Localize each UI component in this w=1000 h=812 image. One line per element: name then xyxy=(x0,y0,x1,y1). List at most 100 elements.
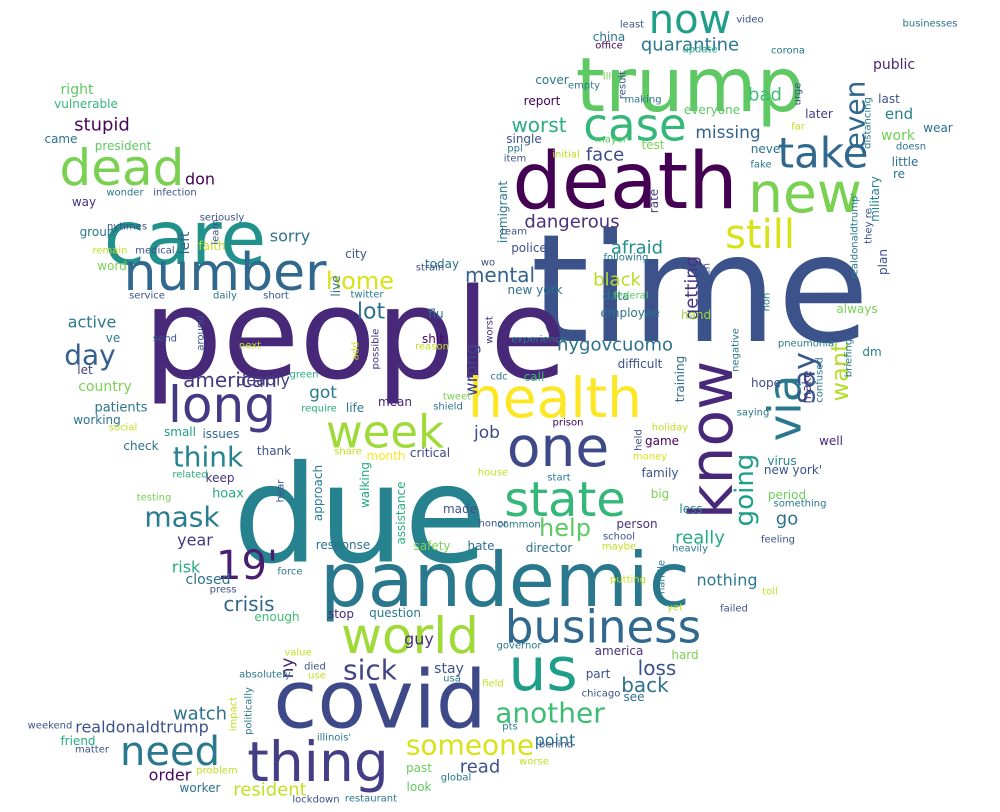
word-field: field xyxy=(482,679,504,690)
word-handle: handle xyxy=(657,560,668,594)
word-director: director xyxy=(526,541,573,555)
word-right: right xyxy=(61,82,94,98)
word-check: check xyxy=(123,439,158,453)
word-military: military xyxy=(868,176,882,222)
word-end: end xyxy=(885,105,913,123)
word-daily: daily xyxy=(213,291,237,302)
word-service: service xyxy=(129,291,165,302)
word-wear: wear xyxy=(923,121,953,135)
word-stay: stay xyxy=(434,661,464,677)
word-business: business xyxy=(505,601,701,654)
word-even: even xyxy=(839,81,872,150)
word-hear: hear xyxy=(276,479,287,503)
word-holiday: holiday xyxy=(652,423,688,434)
word-federal: federal xyxy=(613,291,648,302)
word-deadly: deadly xyxy=(236,371,290,390)
word-crisis: crisis xyxy=(223,592,274,616)
word-read: read xyxy=(460,757,501,778)
word-employee: employee xyxy=(600,306,659,320)
word-group: group xyxy=(80,225,115,239)
word-died: died xyxy=(304,662,326,673)
word-impact: impact xyxy=(229,697,240,731)
word-country: country xyxy=(78,379,132,395)
word-nothing: nothing xyxy=(696,571,757,590)
word-learn: learn xyxy=(211,219,222,244)
word-family: family xyxy=(641,466,678,480)
word-usa: usa xyxy=(443,674,461,685)
word-later: later xyxy=(805,107,833,121)
word-shit: shit xyxy=(422,332,444,346)
word-day: day xyxy=(64,339,116,372)
word-training: training xyxy=(673,356,687,403)
word-face: face xyxy=(586,145,624,166)
word-feeling: feeling xyxy=(761,535,795,546)
word-working: working xyxy=(73,413,121,427)
word-enough: enough xyxy=(254,610,299,624)
word-weekend: weekend xyxy=(28,721,73,732)
word-use: use xyxy=(308,671,326,682)
word-ny: ny xyxy=(278,658,298,679)
word-patients: patients xyxy=(94,401,147,416)
word-today: today xyxy=(425,257,459,271)
word-year: year xyxy=(177,531,213,550)
word-keep: keep xyxy=(206,471,235,485)
word-following: following xyxy=(604,253,649,264)
word-virus: virus xyxy=(767,454,796,468)
word-job: job xyxy=(473,423,500,443)
word-require: require xyxy=(301,404,337,415)
word-people: people xyxy=(143,263,567,408)
word-infection: infection xyxy=(153,188,196,199)
word-global: global xyxy=(441,773,472,784)
word-quarantine: quarantine xyxy=(641,35,739,56)
word-number: number xyxy=(124,243,328,303)
word-wonder: wonder xyxy=(106,188,144,199)
word-vulnerable: vulnerable xyxy=(54,97,118,111)
word-yet: yet xyxy=(667,603,683,614)
word-risk: risk xyxy=(172,558,201,577)
word-dangerous: dangerous xyxy=(524,212,619,233)
word-time: time xyxy=(531,203,870,377)
word-next: next xyxy=(239,341,261,352)
word-cdc: cdc xyxy=(490,372,507,383)
word-mental: mental xyxy=(465,263,535,287)
word-distancing: distancing xyxy=(863,97,874,149)
word-response: response xyxy=(316,538,371,552)
word-assistance: assistance xyxy=(394,481,408,544)
word-part: part xyxy=(586,667,611,681)
word-problem: problem xyxy=(196,766,237,777)
word-mean: mean xyxy=(378,395,412,409)
word-city: city xyxy=(345,247,367,261)
word-made: made xyxy=(443,502,477,516)
word-corona: corona xyxy=(771,46,805,57)
word-urge: urge xyxy=(793,83,804,106)
word-add: add xyxy=(351,342,362,361)
word-small: small xyxy=(164,425,196,439)
word-active: active xyxy=(68,313,117,332)
word-sick: sick xyxy=(343,654,398,687)
word-game: game xyxy=(645,434,679,448)
word-way: way xyxy=(72,195,96,209)
word-chicago: chicago xyxy=(582,689,621,700)
word-really: really xyxy=(675,528,725,549)
word-matter: matter xyxy=(75,745,110,756)
word-strain: strain xyxy=(416,263,445,274)
word-nygovcuomo: nygovcuomo xyxy=(557,335,673,356)
word-police: police xyxy=(511,241,547,255)
word-worst: worst xyxy=(511,113,566,137)
word-far: far xyxy=(791,122,806,133)
word-look: look xyxy=(407,780,432,794)
word-send: send xyxy=(153,334,177,345)
word-life: life xyxy=(346,401,364,415)
word-stop: stop xyxy=(328,607,354,621)
word-new-york: new york' xyxy=(764,463,822,477)
word-behind: behind xyxy=(539,740,573,751)
word-due: due xyxy=(233,437,487,594)
word-fake: fake xyxy=(750,160,771,171)
word-heavily: heavily xyxy=(672,544,708,555)
word-order: order xyxy=(149,766,192,785)
word-thank: thank xyxy=(257,444,291,458)
word-america: america xyxy=(595,644,644,658)
word-issues: issues xyxy=(202,427,239,441)
word-they-re: they re xyxy=(864,208,875,244)
